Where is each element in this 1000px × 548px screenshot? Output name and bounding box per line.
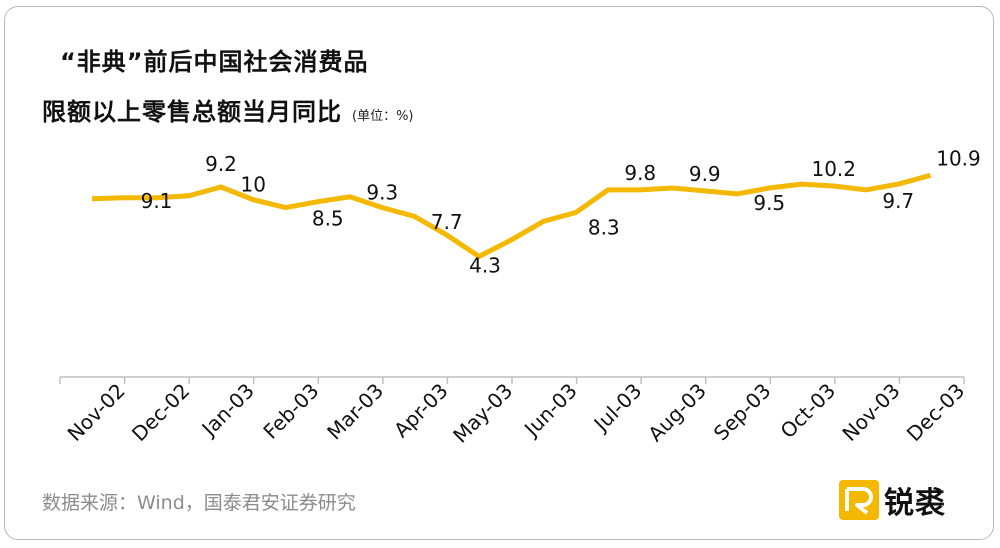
x-tick-label: Dec-02 (127, 379, 194, 446)
x-tick-label: Nov-03 (837, 379, 904, 446)
series-line (91, 172, 932, 260)
data-label: 10.2 (811, 157, 856, 181)
x-tick-label: Oct-03 (776, 379, 841, 444)
chart-title-line2-text: 限额以上零售总额当月同比 (42, 98, 342, 126)
data-label: 9.8 (624, 161, 656, 185)
x-tick-label: Mar-03 (322, 379, 388, 445)
brand-logo: 锐裘 (838, 478, 946, 522)
data-label: 9.9 (689, 162, 721, 186)
x-tick-label: Sep-03 (709, 379, 776, 446)
x-tick-label: Jul-03 (588, 379, 647, 438)
x-tick-label: May-03 (448, 379, 517, 448)
chart-title-line2: 限额以上零售总额当月同比 (单位：%) (42, 92, 414, 127)
data-label: 9.2 (205, 152, 237, 176)
source-note: 数据来源：Wind，国泰君安证券研究 (42, 492, 356, 514)
data-label: 9.7 (882, 189, 914, 213)
x-tick-label: Aug-03 (643, 379, 711, 447)
chart-frame (4, 6, 994, 540)
data-label: 10 (241, 173, 266, 197)
data-label: 4.3 (469, 254, 501, 278)
data-label: 9.5 (753, 191, 785, 215)
x-tick-label: Apr-03 (389, 379, 453, 443)
data-label: 8.3 (588, 215, 620, 239)
data-label: 10.9 (936, 146, 981, 170)
x-tick-label: Nov-02 (63, 379, 130, 446)
x-tick-label: Jun-03 (518, 379, 582, 443)
x-tick-label: Dec-03 (902, 379, 969, 446)
x-tick-label: Feb-03 (258, 379, 323, 444)
brand-name: 锐裘 (884, 486, 946, 521)
brand-mark-icon (839, 480, 879, 520)
data-label: 9.3 (366, 181, 398, 205)
data-label: 7.7 (431, 210, 463, 234)
chart-title-line1: “非典”前后中国社会消费品 (60, 48, 369, 76)
x-tick-label: Jan-03 (196, 379, 259, 442)
data-label: 9.1 (141, 189, 173, 213)
unit-note: (单位：%) (352, 109, 414, 124)
data-label: 8.5 (312, 207, 344, 231)
